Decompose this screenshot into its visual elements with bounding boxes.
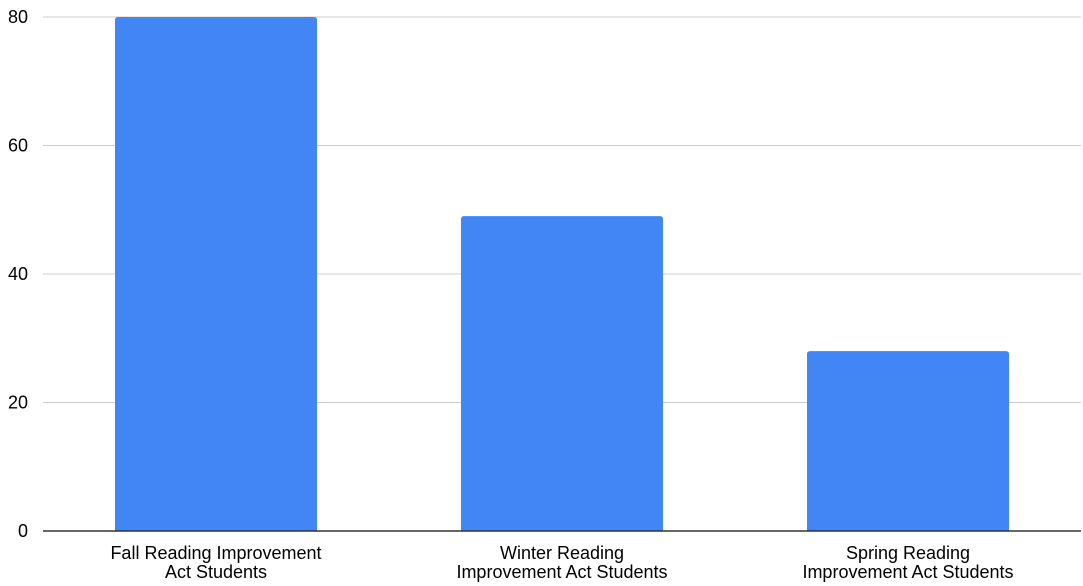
bar-0: [115, 17, 317, 531]
bar-1: [461, 216, 663, 532]
bars: [115, 17, 1009, 532]
bar-2: [807, 351, 1009, 531]
y-tick-label: 0: [18, 521, 28, 541]
y-tick-label: 20: [8, 393, 28, 413]
y-axis-tick-labels: 0 20 40 60 80: [8, 7, 28, 541]
x-category-label: Fall Reading Improvement Act Students: [110, 543, 321, 582]
x-category-label-line: Act Students: [165, 562, 267, 582]
y-tick-label: 80: [8, 7, 28, 27]
x-category-label-line: Improvement Act Students: [802, 562, 1013, 582]
x-axis-category-labels: Fall Reading Improvement Act Students Wint…: [110, 543, 1013, 582]
x-category-label: Winter Reading Improvement Act Students: [456, 543, 667, 582]
x-category-label-line: Spring Reading: [846, 543, 970, 563]
x-category-label-line: Fall Reading Improvement: [110, 543, 321, 563]
x-category-label-line: Improvement Act Students: [456, 562, 667, 582]
y-tick-label: 40: [8, 264, 28, 284]
y-tick-label: 60: [8, 136, 28, 156]
x-category-label: Spring Reading Improvement Act Students: [802, 543, 1013, 582]
x-category-label-line: Winter Reading: [500, 543, 624, 563]
